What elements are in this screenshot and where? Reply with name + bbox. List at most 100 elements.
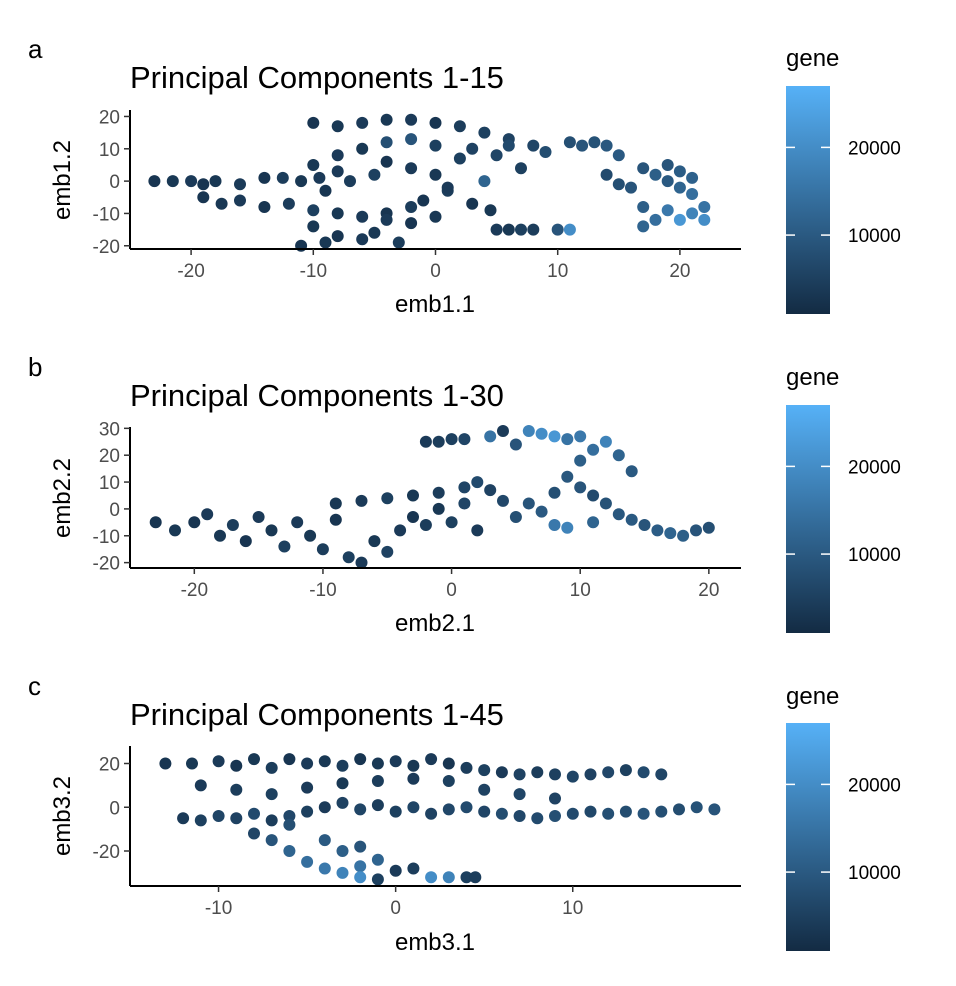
colorbar-tick-label: 10000 [848,863,901,884]
colorbar-gradient [786,723,830,951]
colorbar-c: gene 10000 20000 [786,683,901,951]
data-point [405,162,418,175]
colorbar-tick-label: 20000 [848,775,901,796]
data-point [301,757,314,770]
data-point [212,810,225,822]
data-point [561,521,574,534]
data-point [214,529,226,542]
data-point [478,805,491,818]
data-point [612,508,625,521]
data-point [638,519,651,531]
data-point [148,175,161,188]
data-point [673,213,686,226]
data-point [513,768,526,781]
data-point [484,430,497,443]
data-point [531,812,544,825]
data-point [265,524,278,537]
data-point [471,524,484,537]
colorbar-title-a: gene [786,45,839,72]
data-point [490,223,503,236]
data-point [442,871,455,884]
data-point [442,775,455,787]
data-point [282,197,295,210]
colorbar-tick-label: 10000 [848,226,901,247]
data-point [535,427,548,440]
data-point [539,146,552,158]
data-point [495,807,508,820]
data-point [460,871,473,884]
data-point [380,213,393,226]
data-point [698,201,711,213]
data-point [301,781,314,794]
data-point [478,764,491,777]
data-point [283,753,296,766]
data-point [612,178,625,191]
data-point [587,443,600,456]
data-point [283,845,296,857]
data-point [354,860,367,873]
x-tick-label: 0 [430,261,441,282]
data-point [549,810,561,822]
y-tick-label: -20 [93,842,120,863]
data-point [625,465,638,478]
data-point [212,755,225,768]
data-point [248,827,260,840]
data-point [445,516,458,529]
panel-label-b: b [28,352,42,382]
colorbar-gradient [786,86,830,314]
data-point [502,139,515,152]
data-point [453,152,466,165]
data-point [329,513,342,526]
data-point [429,168,442,181]
data-point [478,783,491,796]
data-point [625,513,638,526]
y-tick-label: 30 [99,419,120,440]
data-point [354,753,367,766]
data-point [197,178,210,191]
data-point [234,194,246,207]
data-point [355,556,368,569]
data-point [612,449,625,462]
data-point [453,120,466,133]
y-tick-label: 0 [109,500,120,521]
data-point [698,213,711,226]
data-point [381,492,394,505]
data-point [336,796,349,809]
data-point [637,162,650,175]
data-point [283,810,296,822]
data-point [331,207,344,220]
data-point [149,516,162,529]
x-axis-title-a: emb1.1 [395,291,475,318]
data-point [686,171,699,184]
data-point [509,511,522,523]
data-point [651,524,664,537]
data-point [258,201,271,213]
data-point [425,807,438,820]
data-point [497,425,509,437]
data-point [563,223,576,236]
data-point [445,433,458,446]
y-axis-title-b: emb2.2 [49,458,76,538]
data-point [515,162,527,175]
panel-a: a Principal Components 1-15 -20 -10 0 10 20-… [28,34,901,318]
data-point [661,159,674,171]
data-point [417,194,430,207]
data-point [522,425,535,437]
data-point [307,116,320,129]
data-point [460,801,473,814]
data-point [576,139,589,152]
data-point [318,755,331,768]
data-point [197,191,210,204]
data-point [661,204,674,217]
panel-b: b Principal Components 1-30 -20 -10 0 10 20-… [28,352,901,637]
panel-label-c: c [28,671,41,701]
data-point [602,766,615,779]
data-point [265,814,278,827]
data-point [248,807,260,820]
data-point [561,470,574,483]
data-point [407,759,420,772]
y-axis-title-c: emb3.2 [49,776,76,856]
panel-label-a: a [28,34,43,64]
data-point [588,136,601,149]
